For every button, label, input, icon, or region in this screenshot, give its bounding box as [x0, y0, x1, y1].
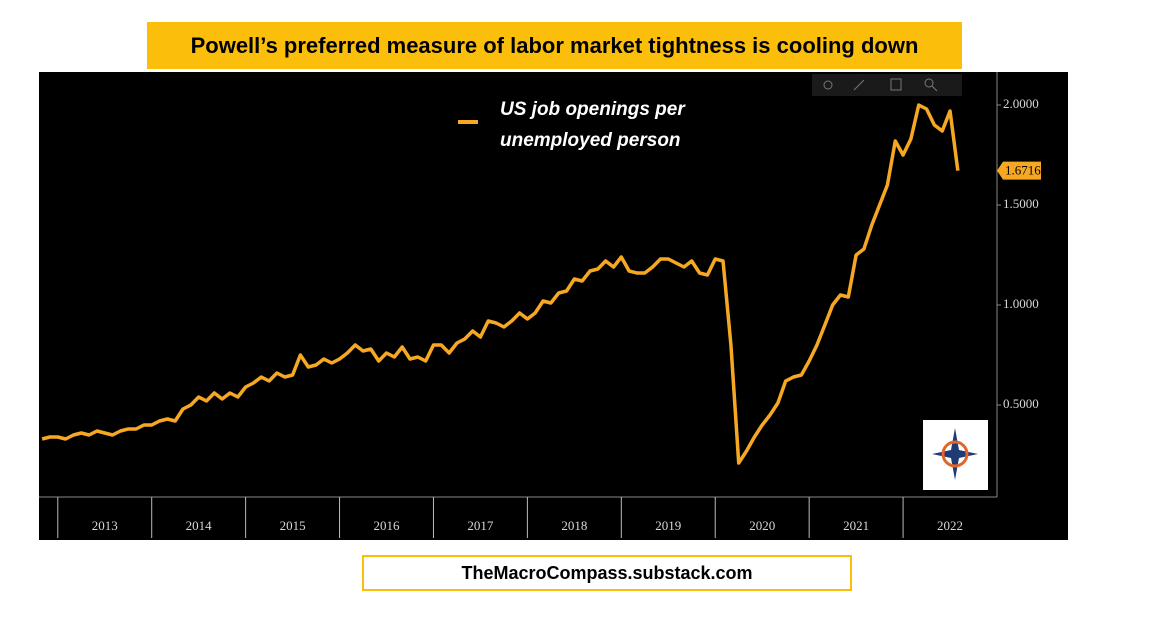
toolbar — [812, 74, 962, 96]
x-tick-label: 2018 — [561, 518, 587, 533]
footer: TheMacroCompass.substack.com — [362, 555, 852, 591]
last-value-label: 1.6716 — [1005, 163, 1041, 178]
x-tick-label: 2014 — [186, 518, 213, 533]
x-tick-label: 2021 — [843, 518, 869, 533]
data-line — [41, 103, 960, 465]
y-tick-label: 1.5000 — [1003, 196, 1039, 211]
y-tick-label: 1.0000 — [1003, 296, 1039, 311]
x-tick-label: 2019 — [655, 518, 681, 533]
last-value-tag — [997, 161, 1041, 180]
x-tick-label: 2015 — [280, 518, 306, 533]
x-tick-label: 2017 — [467, 518, 494, 533]
chart-background — [39, 72, 1068, 540]
y-tick-label: 2.0000 — [1003, 96, 1039, 111]
logo — [923, 420, 988, 490]
x-tick-label: 2022 — [937, 518, 963, 533]
legend-label: US job openings per unemployed person — [500, 99, 685, 151]
x-tick-label: 2013 — [92, 518, 118, 533]
y-tick-label: 0.5000 — [1003, 396, 1039, 411]
x-tick-label: 2016 — [374, 518, 401, 533]
x-tick-label: 2020 — [749, 518, 775, 533]
chart-title: Powell’s preferred measure of labor mark… — [147, 22, 962, 69]
